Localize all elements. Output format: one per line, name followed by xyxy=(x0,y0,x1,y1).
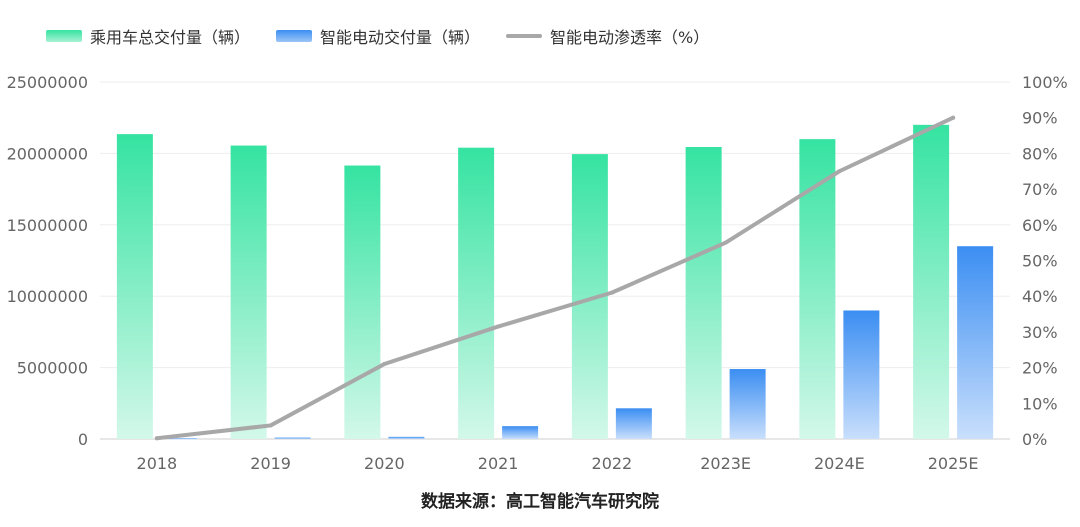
bar-total-deliveries[interactable] xyxy=(344,165,381,439)
y-right-tick-label: 90% xyxy=(1022,109,1058,128)
bar-ev-deliveries[interactable] xyxy=(615,408,652,439)
penetration-rate-point[interactable] xyxy=(837,169,842,174)
y-right-tick-label: 40% xyxy=(1022,287,1058,306)
x-tick-label: 2022 xyxy=(592,454,633,473)
y-right-tick-label: 30% xyxy=(1022,323,1058,342)
y-right-tick-label: 20% xyxy=(1022,359,1058,378)
bar-total-deliveries[interactable] xyxy=(799,139,836,439)
y-right-tick-label: 10% xyxy=(1022,394,1058,413)
y-right-tick-label: 70% xyxy=(1022,180,1058,199)
y-right-tick-label: 60% xyxy=(1022,216,1058,235)
y-left-tick-label: 5000000 xyxy=(17,359,88,378)
x-tick-label: 2021 xyxy=(478,454,519,473)
x-tick-label: 2018 xyxy=(137,454,178,473)
bar-ev-deliveries[interactable] xyxy=(502,426,539,439)
legend-swatch-total xyxy=(46,30,82,42)
legend-swatch-ev xyxy=(276,30,313,42)
penetration-rate-point[interactable] xyxy=(951,115,956,120)
legend-item-total-deliveries[interactable]: 乘用车总交付量（辆） xyxy=(46,24,250,48)
legend-label-ev: 智能电动交付量（辆） xyxy=(320,28,481,47)
legend-item-penetration[interactable]: 智能电动渗透率（%） xyxy=(506,24,709,48)
bar-ev-deliveries[interactable] xyxy=(729,369,766,439)
axes: 0 5000000 10000000 15000000 20000000 25000000… xyxy=(7,73,1068,473)
legend: 乘用车总交付量（辆） 智能电动交付量（辆） 智能电动渗透率（%） xyxy=(46,24,735,48)
legend-label-penetration: 智能电动渗透率（%） xyxy=(550,28,710,47)
bar-ev-deliveries[interactable] xyxy=(957,246,994,439)
penetration-rate-point[interactable] xyxy=(268,423,273,428)
penetration-line-layer xyxy=(154,115,956,441)
penetration-rate-point[interactable] xyxy=(382,362,387,367)
y-right-tick-label: 100% xyxy=(1022,73,1068,92)
bar-total-deliveries[interactable] xyxy=(458,147,495,440)
x-tick-label: 2023E xyxy=(700,454,751,473)
penetration-rate-point[interactable] xyxy=(609,290,614,295)
bar-total-deliveries[interactable] xyxy=(685,146,722,439)
y-left-tick-label: 10000000 xyxy=(7,287,88,306)
penetration-rate-point[interactable] xyxy=(723,240,728,245)
y-right-tick-label: 50% xyxy=(1022,252,1058,271)
x-tick-label: 2025E xyxy=(928,454,979,473)
y-left-tick-label: 25000000 xyxy=(7,73,88,92)
legend-label-total: 乘用车总交付量（辆） xyxy=(90,28,251,47)
penetration-rate-point[interactable] xyxy=(154,436,159,441)
x-tick-label: 2024E xyxy=(814,454,865,473)
penetration-rate-line[interactable] xyxy=(154,115,956,441)
bar-total-deliveries[interactable] xyxy=(116,134,153,439)
legend-swatch-line xyxy=(506,34,543,38)
bar-ev-deliveries[interactable] xyxy=(843,310,880,439)
data-source-note: 数据来源：高工智能汽车研究院 xyxy=(421,492,659,512)
y-right-tick-label: 80% xyxy=(1022,144,1058,163)
y-right-tick-label: 0% xyxy=(1022,430,1047,449)
x-tick-label: 2019 xyxy=(250,454,291,473)
legend-item-ev-deliveries[interactable]: 智能电动交付量（辆） xyxy=(276,24,480,48)
y-left-tick-label: 20000000 xyxy=(7,144,88,163)
bars xyxy=(116,124,994,440)
bar-total-deliveries[interactable] xyxy=(230,145,267,439)
y-left-tick-label: 15000000 xyxy=(7,216,88,235)
bar-ev-deliveries[interactable] xyxy=(274,437,311,439)
x-tick-label: 2020 xyxy=(364,454,405,473)
bar-total-deliveries[interactable] xyxy=(913,124,950,439)
penetration-rate-point[interactable] xyxy=(496,324,501,329)
bar-ev-deliveries[interactable] xyxy=(160,438,197,440)
y-left-tick-label: 0 xyxy=(78,430,88,449)
bar-ev-deliveries[interactable] xyxy=(388,436,425,439)
